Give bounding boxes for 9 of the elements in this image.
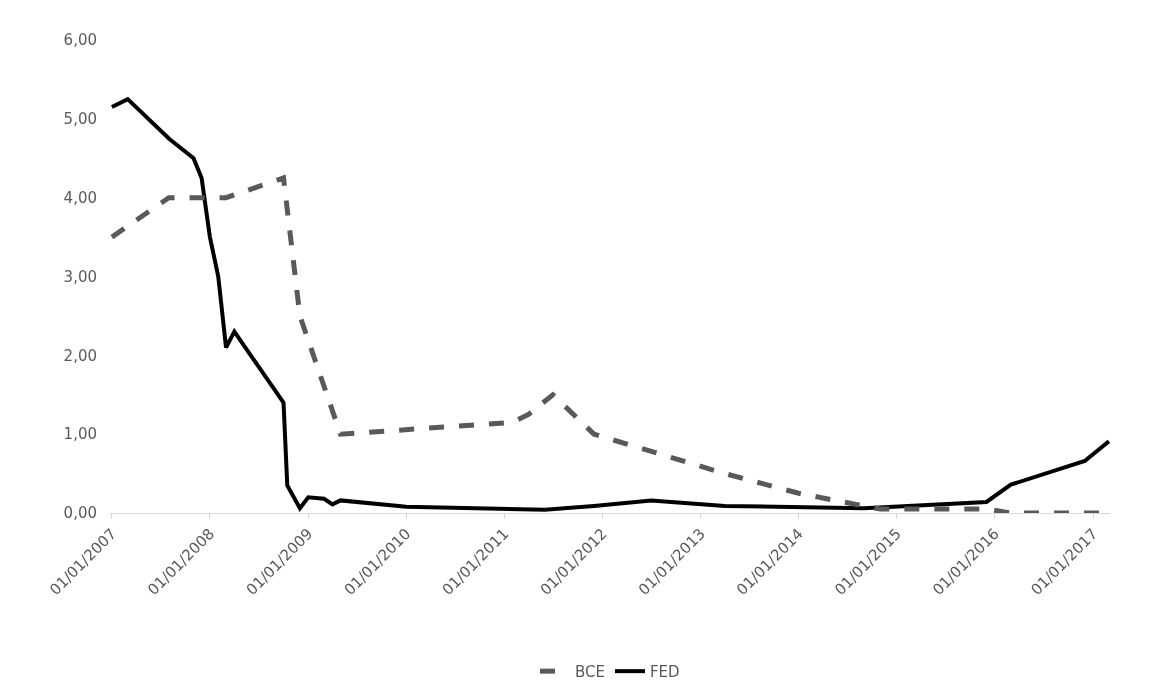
y-tick-label: 0,00 xyxy=(63,504,97,523)
legend-label: BCE xyxy=(575,663,605,681)
y-tick-label: 6,00 xyxy=(63,31,97,50)
y-tick-label: 5,00 xyxy=(63,110,97,129)
y-tick-label: 2,00 xyxy=(63,346,97,365)
y-tick-label: 4,00 xyxy=(63,188,97,207)
legend-label: FED xyxy=(649,663,680,681)
y-tick-label: 3,00 xyxy=(63,267,97,286)
y-tick-label: 1,00 xyxy=(63,425,97,444)
